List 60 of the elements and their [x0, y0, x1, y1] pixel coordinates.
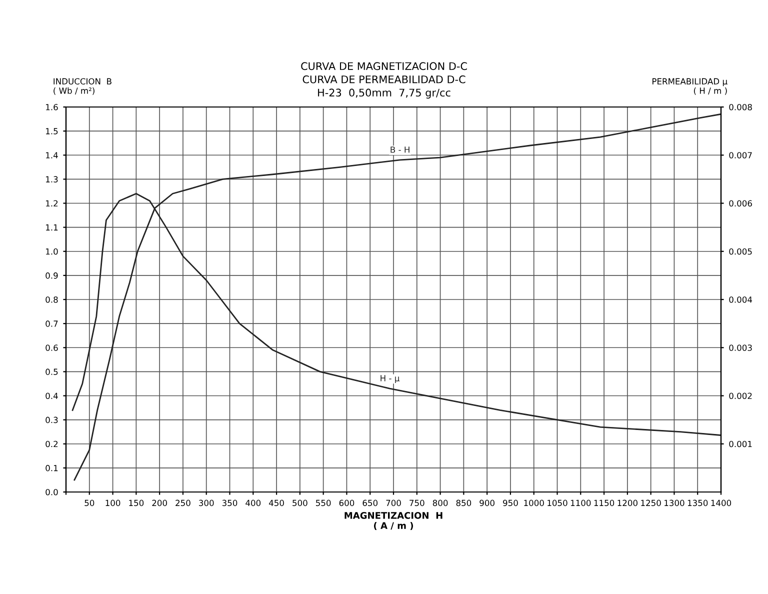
y2-tick-label: 0.001: [729, 440, 752, 448]
y-tick-label: 1.1: [46, 224, 58, 230]
x-tick-label: 450: [268, 500, 284, 506]
y-tick-label: 1.2: [46, 200, 58, 206]
y-axis-title: INDUCCION B ( Wb / m²): [54, 78, 112, 95]
y-tick-label: 0.3: [46, 416, 58, 424]
y-tick-label: 0.5: [46, 368, 58, 375]
x-tick-label: 1300: [664, 500, 684, 506]
y-tick-label: 1.4: [46, 152, 58, 158]
x-tick-label: 400: [246, 500, 261, 506]
x-tick-label: 1000: [524, 500, 544, 506]
x-tick-label: 100: [106, 500, 120, 506]
x-axis-title: MAGNETIZACION H ( A / m ): [344, 512, 442, 530]
x-tick-label: 1350: [688, 500, 708, 506]
x-tick-label: 1200: [618, 500, 638, 506]
x-tick-label: 1050: [548, 500, 568, 506]
x-tick-label: 150: [129, 500, 144, 506]
y-tick-label: 0.1: [46, 464, 58, 472]
x-tick-label: 800: [432, 500, 448, 506]
x-tick-label: 950: [503, 500, 518, 506]
y-tick-label: 0.7: [46, 320, 58, 327]
y-tick-label: 0.6: [46, 344, 58, 351]
x-tick-label: 650: [362, 500, 378, 506]
y2-tick-label: 0.004: [729, 296, 752, 303]
x-tick-label: 600: [339, 500, 354, 506]
x-tick-label: 350: [222, 500, 238, 506]
y2-tick-label: 0.006: [729, 200, 752, 207]
x-tick-label: 1400: [711, 500, 732, 506]
chart-title: CURVA DE MAGNETIZACION D-C CURVA DE PERMEABILIDAD D-C H-23 0,50mm 7,75 gr/cc: [301, 62, 467, 99]
x-tick-label: 1100: [570, 500, 591, 506]
x-tick-label: 250: [176, 500, 190, 506]
x-tick-label: 550: [316, 500, 331, 506]
x-tick-label: 900: [480, 500, 494, 506]
y-tick-label: 1.3: [46, 176, 58, 182]
x-tick-label: 700: [386, 500, 401, 506]
x-tick-label: 1150: [594, 500, 614, 506]
y-tick-label: 0.0: [46, 488, 58, 496]
y2-axis-title: PERMEABILIDAD μ ( H / m ): [652, 78, 728, 95]
y-tick-label: 1.0: [46, 248, 58, 255]
x-tick-label: 300: [199, 500, 214, 506]
x-tick-label: 750: [410, 500, 424, 506]
x-tick-label: 500: [292, 500, 308, 506]
y-tick-label: 0.4: [46, 392, 58, 400]
x-tick-label: 1250: [641, 500, 661, 506]
x-tick-label: 200: [152, 500, 167, 506]
y2-tick-label: 0.007: [729, 152, 752, 158]
y-tick-label: 1.5: [46, 128, 58, 134]
x-tick-label: 850: [456, 500, 472, 506]
series-label: B - H: [390, 146, 410, 153]
y2-tick-label: 0.005: [729, 248, 752, 255]
series-label: H - μ: [380, 375, 400, 383]
y2-tick-label: 0.003: [729, 344, 752, 351]
line-series: [74, 114, 721, 481]
y-tick-label: 0.2: [46, 440, 58, 448]
y-tick-label: 1.6: [46, 104, 58, 110]
y2-tick-label: 0.002: [729, 392, 752, 400]
x-tick-label: 50: [84, 500, 94, 506]
y-tick-label: 0.9: [46, 272, 58, 279]
y-tick-label: 0.8: [46, 296, 58, 303]
y2-tick-label: 0.008: [729, 104, 752, 110]
